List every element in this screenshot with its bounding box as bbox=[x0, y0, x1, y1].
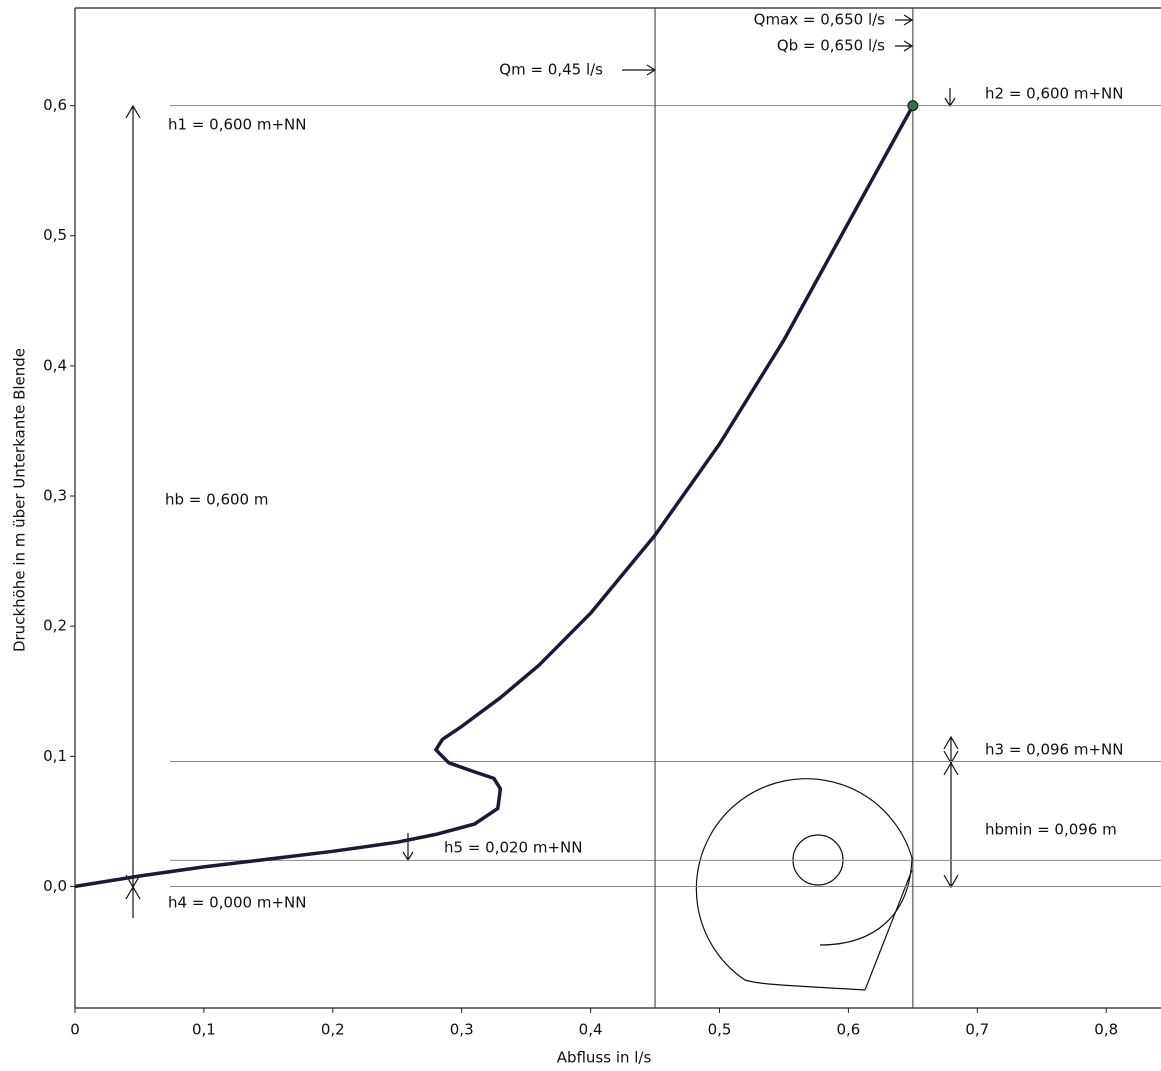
x-tick-label: 0,8 bbox=[1094, 1021, 1118, 1039]
x-tick-label: 0,2 bbox=[321, 1021, 345, 1039]
annotation: h4 = 0,000 m+NN bbox=[168, 894, 307, 912]
operating-point bbox=[908, 101, 918, 111]
vortex-icon bbox=[696, 779, 912, 990]
x-tick-label: 0,1 bbox=[192, 1021, 216, 1039]
annotation: h2 = 0,600 m+NN bbox=[985, 85, 1124, 103]
annotation: h3 = 0,096 m+NN bbox=[985, 741, 1124, 759]
chart: Druckhöhe in m über Unterkante Blende Ab… bbox=[0, 0, 1161, 1071]
y-tick-label: 0,4 bbox=[43, 356, 67, 374]
x-tick-label: 0,3 bbox=[450, 1021, 474, 1039]
annotation: Qmax = 0,650 l/s bbox=[754, 11, 886, 29]
annotation: hb = 0,600 m bbox=[165, 491, 268, 509]
x-axis-label: Abfluss in l/s bbox=[557, 1049, 652, 1067]
y-tick-label: 0,0 bbox=[43, 877, 67, 895]
x-tick-label: 0 bbox=[70, 1021, 80, 1039]
annotation: Qb = 0,650 l/s bbox=[777, 37, 885, 55]
annotation: h1 = 0,600 m+NN bbox=[168, 116, 307, 134]
y-tick-label: 0,2 bbox=[43, 617, 67, 635]
y-tick-label: 0,1 bbox=[43, 747, 67, 765]
y-tick-label: 0,5 bbox=[43, 226, 67, 244]
x-tick-label: 0,7 bbox=[965, 1021, 989, 1039]
x-tick-label: 0,6 bbox=[836, 1021, 860, 1039]
y-tick-label: 0,3 bbox=[43, 487, 67, 505]
annotation: Qm = 0,45 l/s bbox=[499, 61, 603, 79]
y-axis-label: Druckhöhe in m über Unterkante Blende bbox=[11, 348, 29, 652]
y-tick-label: 0,6 bbox=[43, 96, 67, 114]
annotation: h5 = 0,020 m+NN bbox=[444, 839, 583, 857]
x-tick-label: 0,4 bbox=[579, 1021, 603, 1039]
x-tick-label: 0,5 bbox=[708, 1021, 732, 1039]
annotation: hbmin = 0,096 m bbox=[985, 821, 1117, 839]
